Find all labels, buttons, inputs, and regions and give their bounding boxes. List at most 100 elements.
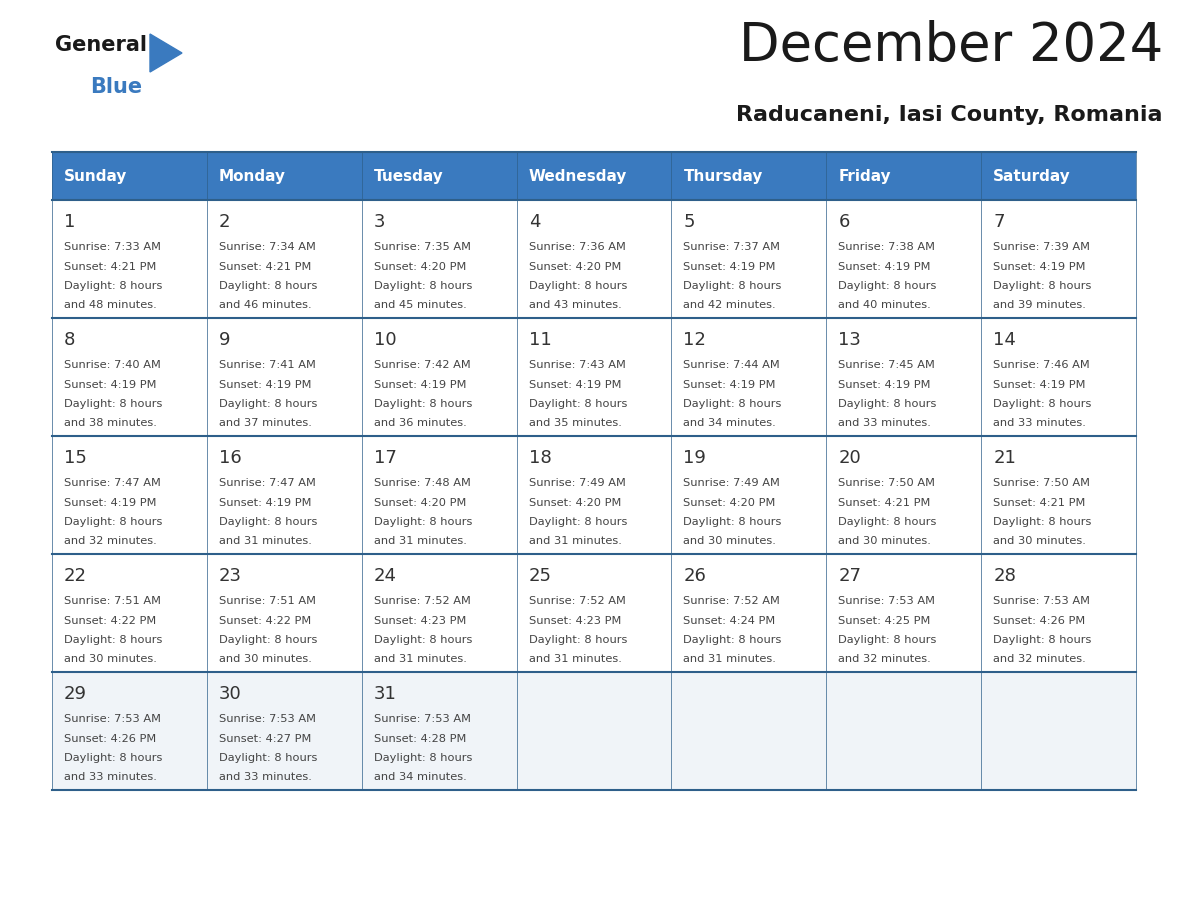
Text: Sunset: 4:20 PM: Sunset: 4:20 PM [374,498,466,508]
Text: Daylight: 8 hours: Daylight: 8 hours [529,635,627,645]
Text: 15: 15 [64,449,87,467]
Text: Sunrise: 7:53 AM: Sunrise: 7:53 AM [64,714,162,724]
Bar [517,554,671,672]
Bar [207,318,361,436]
Bar [671,200,827,318]
Bar [207,554,361,672]
Text: Sunrise: 7:45 AM: Sunrise: 7:45 AM [839,360,935,370]
Text: 16: 16 [219,449,241,467]
Text: 4: 4 [529,213,541,231]
Text: Daylight: 8 hours: Daylight: 8 hours [64,753,163,763]
Text: and 30 minutes.: and 30 minutes. [64,655,157,665]
Text: 1: 1 [64,213,75,231]
Text: Sunset: 4:22 PM: Sunset: 4:22 PM [64,615,157,625]
Text: Sunset: 4:19 PM: Sunset: 4:19 PM [683,379,776,389]
Text: 2: 2 [219,213,230,231]
Text: Sunrise: 7:40 AM: Sunrise: 7:40 AM [64,360,160,370]
Text: Sunrise: 7:42 AM: Sunrise: 7:42 AM [374,360,470,370]
Bar [517,200,671,318]
Text: 5: 5 [683,213,695,231]
Text: Sunday: Sunday [64,169,127,184]
Text: Sunrise: 7:51 AM: Sunrise: 7:51 AM [64,596,162,606]
Text: Sunrise: 7:34 AM: Sunrise: 7:34 AM [219,242,316,252]
Bar [981,318,1136,436]
Bar [827,554,981,672]
Bar [52,318,207,436]
Text: Sunset: 4:19 PM: Sunset: 4:19 PM [374,379,466,389]
Text: and 48 minutes.: and 48 minutes. [64,300,157,310]
Text: 3: 3 [374,213,385,231]
Text: Sunrise: 7:53 AM: Sunrise: 7:53 AM [374,714,470,724]
Text: and 39 minutes.: and 39 minutes. [993,300,1086,310]
Text: Daylight: 8 hours: Daylight: 8 hours [64,635,163,645]
Text: and 31 minutes.: and 31 minutes. [529,536,621,546]
Text: Sunrise: 7:52 AM: Sunrise: 7:52 AM [374,596,470,606]
Text: Daylight: 8 hours: Daylight: 8 hours [683,517,782,527]
Text: Sunrise: 7:50 AM: Sunrise: 7:50 AM [993,478,1091,488]
Text: Sunset: 4:21 PM: Sunset: 4:21 PM [839,498,930,508]
Text: and 30 minutes.: and 30 minutes. [219,655,311,665]
Text: and 32 minutes.: and 32 minutes. [839,655,931,665]
Text: and 31 minutes.: and 31 minutes. [529,655,621,665]
Text: Daylight: 8 hours: Daylight: 8 hours [993,517,1092,527]
Text: Daylight: 8 hours: Daylight: 8 hours [529,281,627,291]
Bar [361,318,517,436]
Text: and 32 minutes.: and 32 minutes. [64,536,157,546]
Text: Daylight: 8 hours: Daylight: 8 hours [839,399,936,409]
Text: Sunset: 4:19 PM: Sunset: 4:19 PM [219,379,311,389]
Text: Sunset: 4:20 PM: Sunset: 4:20 PM [529,262,621,272]
Text: Daylight: 8 hours: Daylight: 8 hours [839,517,936,527]
Text: Daylight: 8 hours: Daylight: 8 hours [374,753,472,763]
Text: 10: 10 [374,331,397,349]
Text: Sunrise: 7:52 AM: Sunrise: 7:52 AM [529,596,625,606]
Text: and 31 minutes.: and 31 minutes. [683,655,776,665]
Text: and 35 minutes.: and 35 minutes. [529,419,621,429]
Text: Daylight: 8 hours: Daylight: 8 hours [993,635,1092,645]
Text: December 2024: December 2024 [739,20,1163,72]
Bar [361,436,517,554]
Bar [52,672,207,790]
Text: and 33 minutes.: and 33 minutes. [839,419,931,429]
Text: Daylight: 8 hours: Daylight: 8 hours [219,753,317,763]
Text: and 33 minutes.: and 33 minutes. [219,773,311,782]
Bar [671,318,827,436]
Text: Sunset: 4:19 PM: Sunset: 4:19 PM [64,498,157,508]
Text: 8: 8 [64,331,75,349]
Text: Blue: Blue [90,77,143,97]
Text: and 40 minutes.: and 40 minutes. [839,300,931,310]
Text: Monday: Monday [219,169,286,184]
Text: 13: 13 [839,331,861,349]
Text: Sunset: 4:19 PM: Sunset: 4:19 PM [64,379,157,389]
Text: and 34 minutes.: and 34 minutes. [374,773,467,782]
Text: and 34 minutes.: and 34 minutes. [683,419,776,429]
Text: Daylight: 8 hours: Daylight: 8 hours [993,281,1092,291]
Text: Sunrise: 7:46 AM: Sunrise: 7:46 AM [993,360,1089,370]
Text: 24: 24 [374,567,397,585]
Bar [361,672,517,790]
Text: 9: 9 [219,331,230,349]
Text: Sunset: 4:26 PM: Sunset: 4:26 PM [64,733,157,744]
Text: and 42 minutes.: and 42 minutes. [683,300,776,310]
Text: Sunrise: 7:51 AM: Sunrise: 7:51 AM [219,596,316,606]
Text: Sunset: 4:26 PM: Sunset: 4:26 PM [993,615,1086,625]
Text: Sunrise: 7:49 AM: Sunrise: 7:49 AM [683,478,781,488]
Text: and 33 minutes.: and 33 minutes. [64,773,157,782]
Text: Sunset: 4:20 PM: Sunset: 4:20 PM [529,498,621,508]
Text: Sunrise: 7:52 AM: Sunrise: 7:52 AM [683,596,781,606]
Text: Sunset: 4:19 PM: Sunset: 4:19 PM [219,498,311,508]
Text: Sunrise: 7:38 AM: Sunrise: 7:38 AM [839,242,935,252]
Bar [517,318,671,436]
Text: Tuesday: Tuesday [374,169,443,184]
Text: and 31 minutes.: and 31 minutes. [374,655,467,665]
Text: and 32 minutes.: and 32 minutes. [993,655,1086,665]
Text: Sunrise: 7:48 AM: Sunrise: 7:48 AM [374,478,470,488]
Text: 12: 12 [683,331,707,349]
Text: Sunrise: 7:53 AM: Sunrise: 7:53 AM [993,596,1091,606]
Text: Sunrise: 7:50 AM: Sunrise: 7:50 AM [839,478,935,488]
Text: 11: 11 [529,331,551,349]
Bar [517,436,671,554]
Bar [52,436,207,554]
Bar [207,436,361,554]
Bar [981,672,1136,790]
Bar [981,436,1136,554]
